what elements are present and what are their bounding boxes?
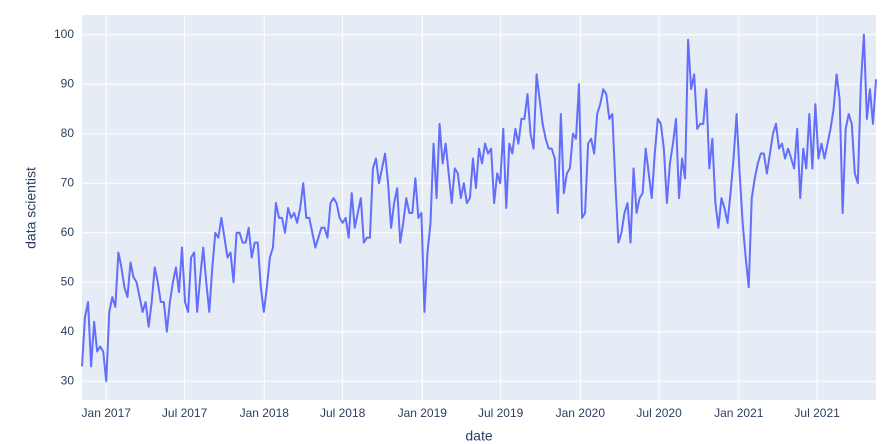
marks [81,33,877,383]
x-tick-label: Jul 2019 [478,406,524,420]
x-tick-label: Jan 2019 [398,406,448,420]
y-tick-label: 90 [61,76,75,90]
x-tick-label: Jul 2021 [794,406,840,420]
y-tick-label: 50 [61,274,75,288]
x-axis-title: date [465,428,492,444]
line-series [81,33,877,383]
x-tick-label: Jul 2018 [320,406,366,420]
x-tick-label: Jan 2018 [240,406,290,420]
plot-background [82,15,876,400]
y-axis-title: data scientist [23,167,39,249]
x-tick-label: Jan 2020 [556,406,606,420]
x-tick-label: Jan 2021 [714,406,764,420]
y-tick-label: 80 [61,126,75,140]
x-tick-label: Jul 2017 [162,406,208,420]
y-tick-label: 40 [61,324,75,338]
grid [82,15,876,400]
x-tick-label: Jan 2017 [82,406,132,420]
y-tick-label: 100 [54,27,74,41]
y-tick-label: 60 [61,225,75,239]
y-tick-label: 30 [61,373,75,387]
y-tick-label: 70 [61,175,75,189]
x-tick-label: Jul 2020 [636,406,682,420]
